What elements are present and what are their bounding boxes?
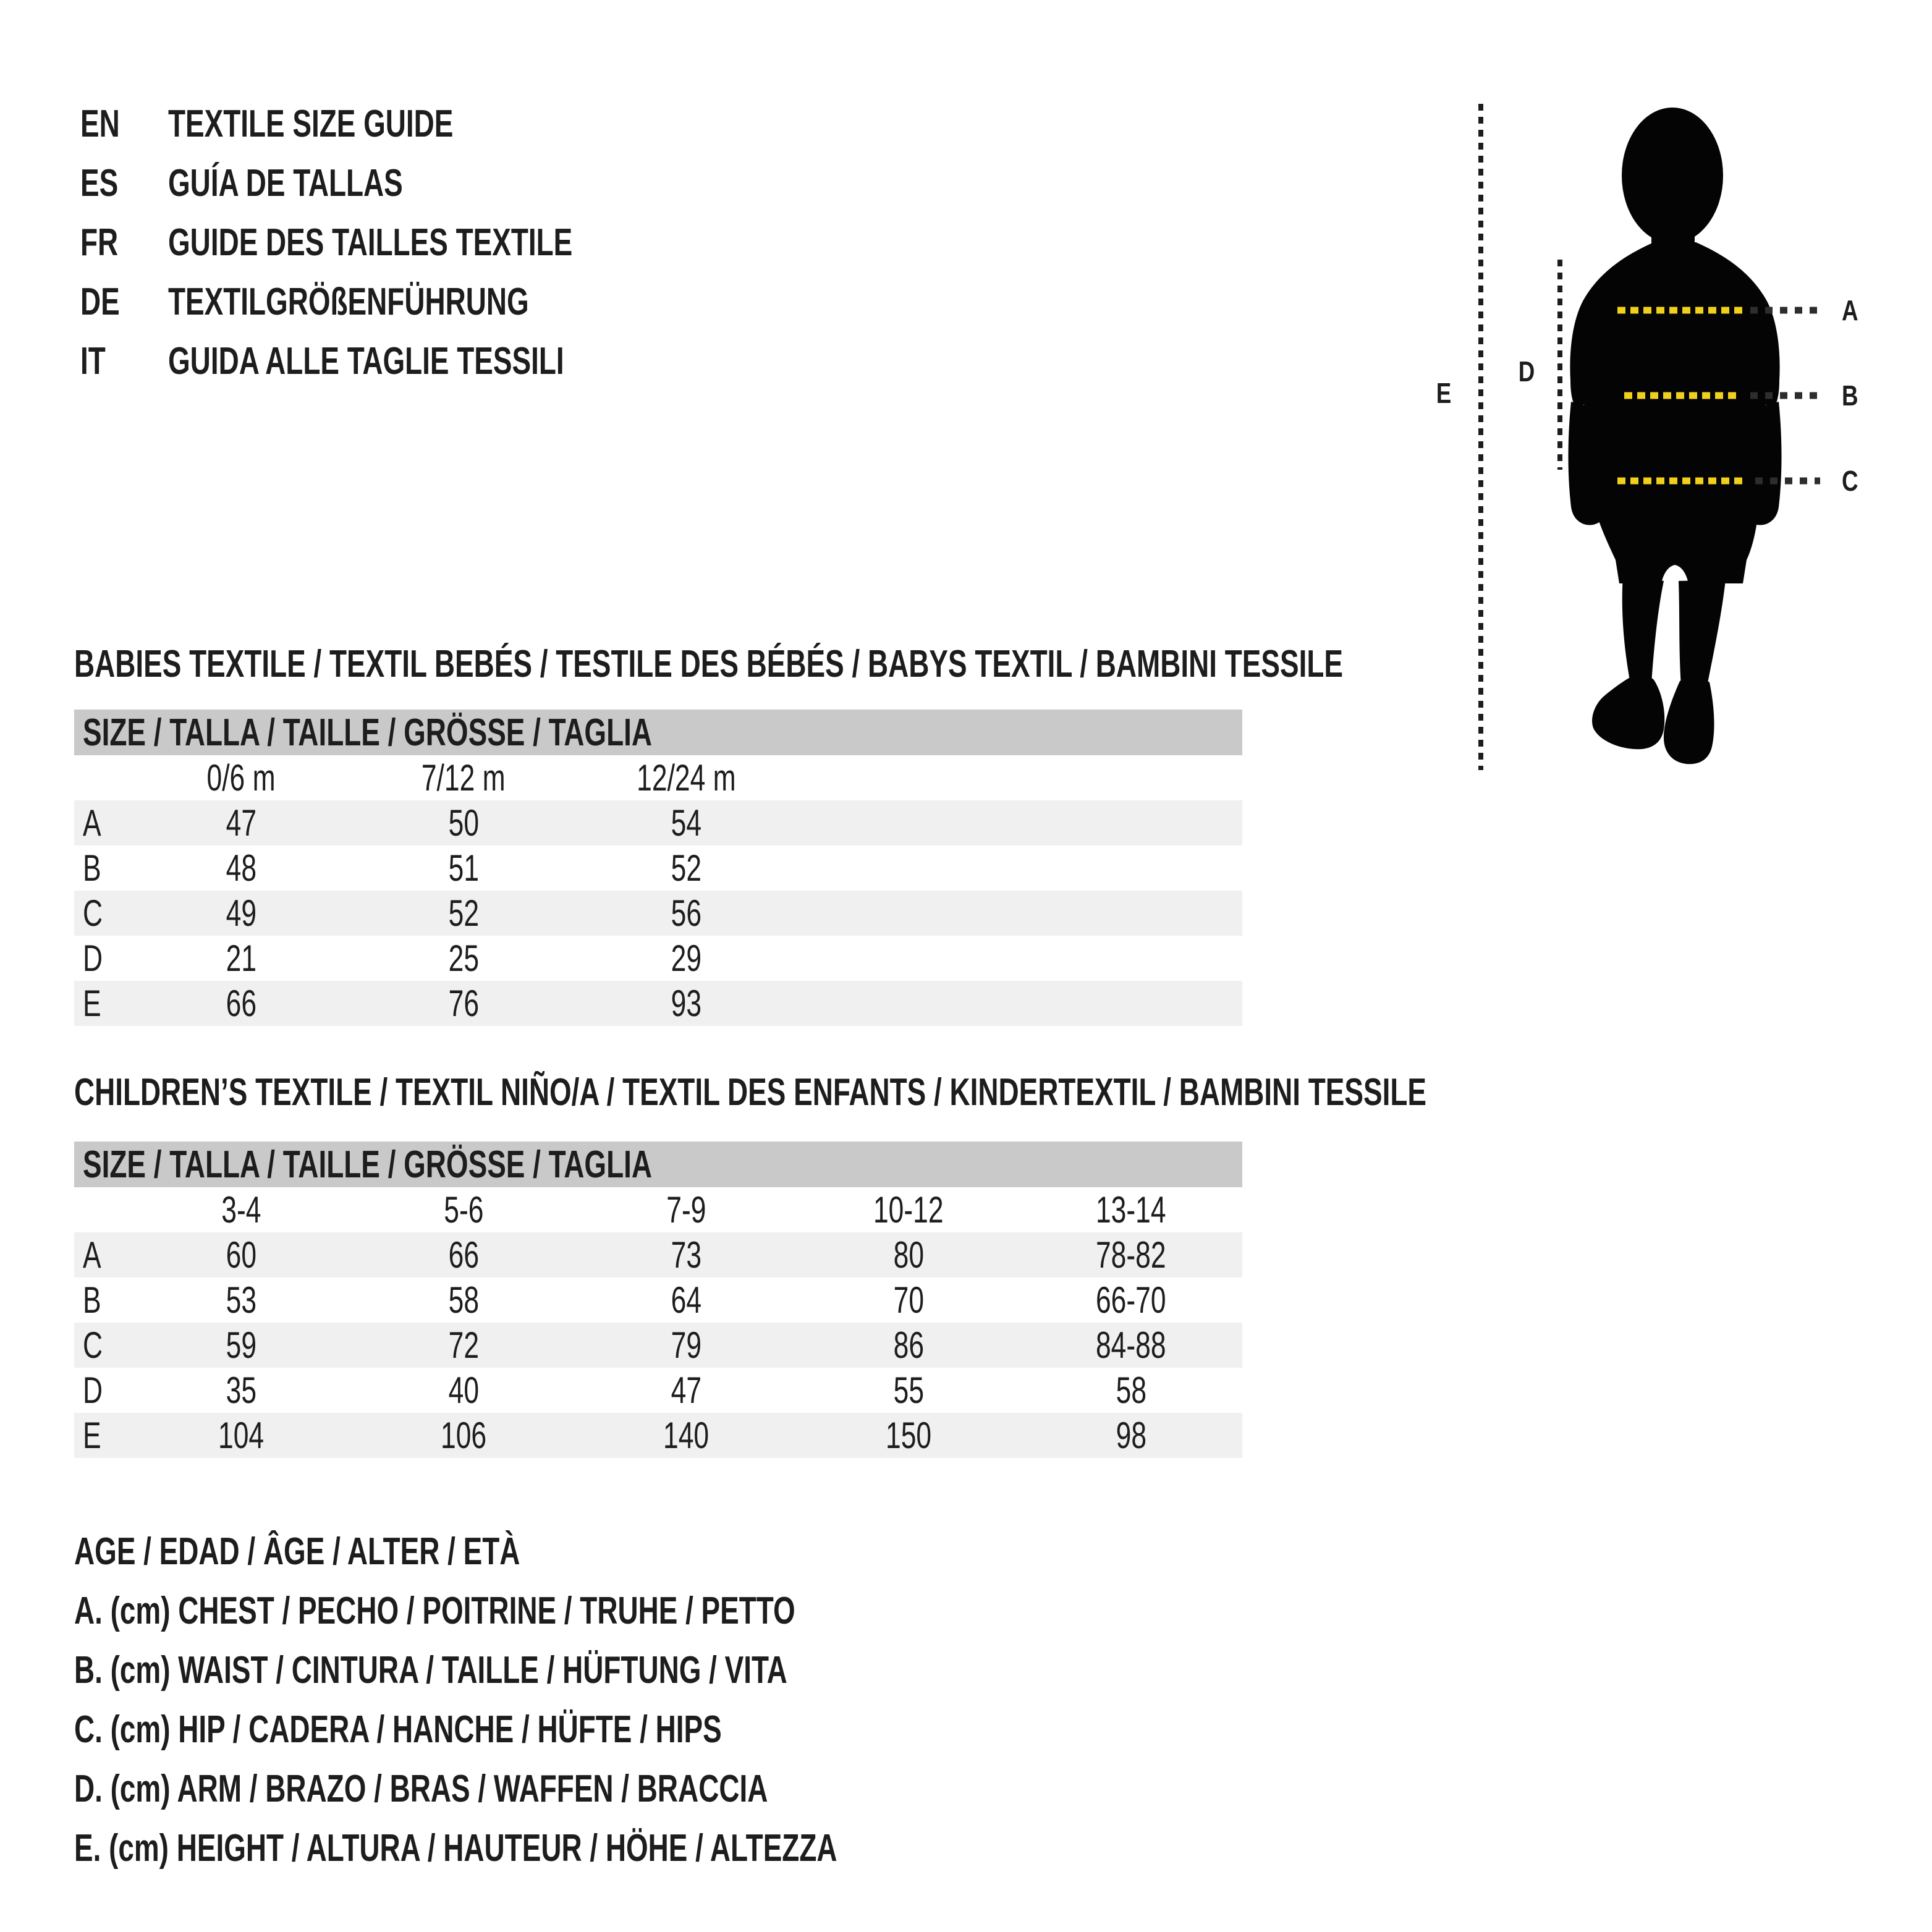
babies-size-table: SIZE / TALLA / TAILLE / GRÖSSE / TAGLIA … (74, 710, 1242, 1026)
lang-row-de: DE TEXTILGRÖßENFÜHRUNG (80, 272, 714, 331)
height-line-E: E (1436, 104, 1483, 770)
legend-item-height: E. (cm) HEIGHT / ALTURA / HAUTEUR / HÖHE… (74, 1826, 837, 1870)
figure-label-E: E (1436, 377, 1452, 409)
lang-title-es: GUÍA DE TALLAS (168, 161, 403, 205)
babies-col-2: 12/24 m (636, 757, 736, 799)
lang-title-it: GUIDA ALLE TAGLIE TESSILI (168, 339, 564, 383)
lang-row-fr: FR GUIDE DES TAILLES TEXTILE (80, 213, 714, 272)
babies-row-D: D 21 25 29 (83, 938, 701, 979)
lang-code-es: ES (80, 161, 119, 205)
babies-table-header-band: SIZE / TALLA / TAILLE / GRÖSSE / TAGLIA (74, 710, 1242, 755)
children-column-header-row: 3-4 5-6 7-9 10-12 13-14 (74, 1187, 1242, 1232)
children-col-0: 3-4 (221, 1189, 261, 1231)
legend-item-arm: D. (cm) ARM / BRAZO / BRAS / WAFFEN / BR… (74, 1767, 768, 1810)
lang-title-fr: GUIDE DES TAILLES TEXTILE (168, 221, 573, 264)
lang-code-it: IT (80, 339, 106, 383)
lang-code-en: EN (80, 102, 120, 145)
legend-item-waist: B. (cm) WAIST / CINTURA / TAILLE / HÜFTU… (74, 1648, 787, 1692)
lang-title-en: TEXTILE SIZE GUIDE (168, 102, 454, 145)
babies-row-C: C 49 52 56 (74, 891, 1242, 936)
waist-line-B: B (1624, 379, 1858, 412)
hip-line-C: C (1617, 465, 1858, 497)
children-col-1: 5-6 (443, 1189, 484, 1231)
lang-code-fr: FR (80, 221, 119, 264)
babies-column-header-row: 0/6 m 7/12 m 12/24 m (74, 755, 1242, 800)
children-row-E: E 104 106 140 150 98 (74, 1413, 1242, 1458)
lang-row-en: EN TEXTILE SIZE GUIDE (80, 94, 714, 153)
legend-item-hip: C. (cm) HIP / CADERA / HANCHE / HÜFTE / … (74, 1708, 722, 1751)
figure-label-B: B (1842, 379, 1858, 412)
figure-label-D: D (1519, 355, 1535, 388)
babies-row-A: A 47 50 54 (74, 800, 1242, 845)
babies-row-E: E 66 76 93 (74, 981, 1242, 1026)
lang-title-de: TEXTILGRÖßENFÜHRUNG (168, 280, 529, 323)
children-row-D: D 35 40 47 55 58 (83, 1370, 1146, 1411)
lang-row-es: ES GUÍA DE TALLAS (80, 153, 714, 213)
babies-section-title: BABIES TEXTILE / TEXTIL BEBÉS / TESTILE … (74, 643, 1343, 685)
children-row-C: C 59 72 79 86 84-88 (74, 1323, 1242, 1368)
language-title-list: EN TEXTILE SIZE GUIDE ES GUÍA DE TALLAS … (80, 94, 714, 391)
children-row-A: A 60 66 73 80 78-82 (74, 1232, 1242, 1277)
legend-age-line: AGE / EDAD / ÂGE / ALTER / ETÀ (74, 1530, 520, 1573)
chest-line-A: A (1617, 294, 1858, 326)
children-table-header-band: SIZE / TALLA / TAILLE / GRÖSSE / TAGLIA (74, 1142, 1242, 1187)
lang-code-de: DE (80, 280, 120, 323)
children-col-2: 7-9 (666, 1189, 706, 1231)
measurement-legend: AGE / EDAD / ÂGE / ALTER / ETÀ A. (cm) C… (74, 1522, 1105, 1878)
figure-label-C: C (1842, 465, 1858, 497)
lang-row-it: IT GUIDA ALLE TAGLIE TESSILI (80, 331, 714, 391)
figure-label-A: A (1842, 294, 1858, 326)
babies-col-1: 7/12 m (422, 757, 506, 799)
babies-col-0: 0/6 m (206, 757, 276, 799)
children-col-3: 10-12 (873, 1189, 944, 1231)
children-size-table: SIZE / TALLA / TAILLE / GRÖSSE / TAGLIA … (74, 1142, 1242, 1458)
children-col-4: 13-14 (1096, 1189, 1166, 1231)
babies-row-B: B 48 51 52 (83, 847, 701, 889)
legend-item-chest: A. (cm) CHEST / PECHO / POITRINE / TRUHE… (74, 1589, 795, 1632)
arm-line-D: D (1519, 260, 1562, 470)
children-section-title: CHILDREN’S TEXTILE / TEXTIL NIÑO/A / TEX… (74, 1071, 1426, 1114)
children-row-B: B 53 58 64 70 66-70 (83, 1279, 1166, 1321)
measurement-figure: E D A B (1436, 104, 1858, 770)
